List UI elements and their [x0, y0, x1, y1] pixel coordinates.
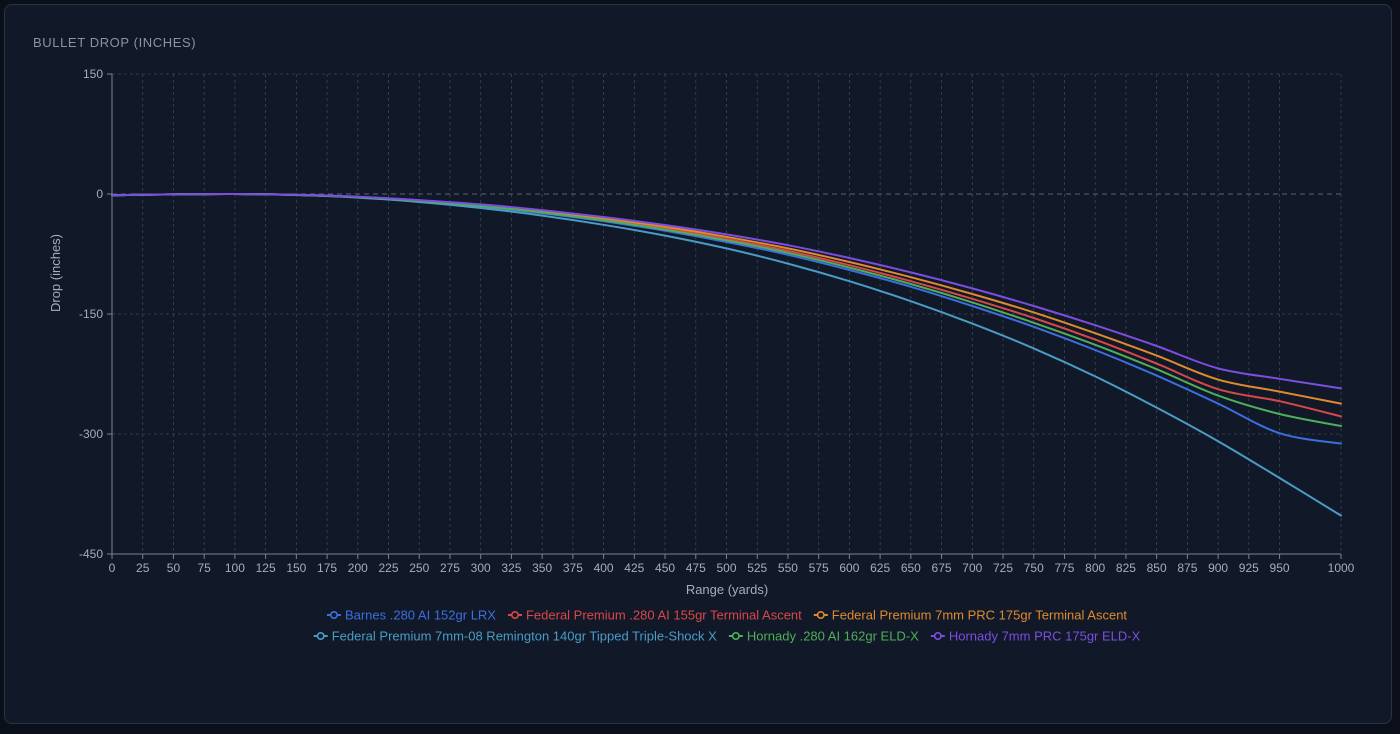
grid-layer	[112, 73, 1342, 555]
x-tick-label: 525	[747, 561, 767, 575]
y-tick-label: -450	[79, 547, 103, 561]
x-tick-label: 25	[136, 561, 150, 575]
x-tick-label: 750	[1024, 561, 1044, 575]
y-tick-label: 0	[96, 187, 103, 201]
x-tick-label: 450	[655, 561, 675, 575]
x-tick-label: 275	[440, 561, 460, 575]
y-tick-label: -300	[79, 427, 103, 441]
x-tick-label: 425	[624, 561, 644, 575]
legend-item[interactable]: Hornady .280 AI 162gr ELD-X	[728, 629, 919, 644]
legend-label: Hornady 7mm PRC 175gr ELD-X	[949, 629, 1141, 644]
legend: Barnes .280 AI 152gr LRX Federal Premium …	[313, 608, 1141, 644]
series-line	[111, 192, 1342, 418]
x-tick-label: 650	[901, 561, 921, 575]
y-tick-label: 150	[83, 67, 103, 81]
x-tick-label: 600	[839, 561, 859, 575]
x-tick-label: 300	[471, 561, 491, 575]
legend-item[interactable]: Federal Premium 7mm-08 Remington 140gr T…	[313, 629, 717, 644]
legend-marker	[510, 610, 519, 619]
x-tick-label: 1000	[1328, 561, 1355, 575]
legend-marker	[933, 631, 942, 640]
x-tick-label: 400	[594, 561, 614, 575]
x-tick-label: 825	[1116, 561, 1136, 575]
chart-card: BULLET DROP (INCHES)	[4, 4, 1392, 724]
legend-marker	[816, 610, 825, 619]
legend-label: Federal Premium 7mm-08 Remington 140gr T…	[332, 629, 717, 644]
legend-item[interactable]: Hornady 7mm PRC 175gr ELD-X	[930, 629, 1141, 644]
x-tick-label: 350	[532, 561, 552, 575]
x-tick-label: 150	[286, 561, 306, 575]
x-tick-label: 225	[379, 561, 399, 575]
x-tick-label: 725	[993, 561, 1013, 575]
legend-item[interactable]: Federal Premium .280 AI 155gr Terminal A…	[507, 608, 802, 623]
x-tick-label: 500	[716, 561, 736, 575]
x-tick-label: 850	[1147, 561, 1167, 575]
legend-marker	[329, 610, 338, 619]
chart-title: BULLET DROP (INCHES)	[33, 35, 197, 50]
x-tick-label: 200	[348, 561, 368, 575]
x-tick-label: 375	[563, 561, 583, 575]
x-tick-label: 250	[409, 561, 429, 575]
x-tick-label: 175	[317, 561, 337, 575]
x-tick-label: 925	[1239, 561, 1259, 575]
x-tick-label: 700	[962, 561, 982, 575]
y-tick-label: -150	[79, 307, 103, 321]
x-tick-label: 325	[501, 561, 521, 575]
x-tick-label: 775	[1054, 561, 1074, 575]
legend-marker	[731, 631, 740, 640]
x-tick-label: 675	[932, 561, 952, 575]
x-tick-label: 125	[256, 561, 276, 575]
legend-marker	[316, 631, 325, 640]
series-line	[111, 192, 1342, 390]
legend-item[interactable]: Barnes .280 AI 152gr LRX	[326, 608, 496, 623]
legend-label: Hornady .280 AI 162gr ELD-X	[747, 629, 919, 644]
x-tick-label: 475	[686, 561, 706, 575]
x-tick-label: 900	[1208, 561, 1228, 575]
x-tick-label: 0	[109, 561, 116, 575]
y-axis-title: Drop (inches)	[48, 234, 63, 312]
x-tick-label: 50	[167, 561, 181, 575]
x-tick-label: 875	[1177, 561, 1197, 575]
legend-label: Federal Premium .280 AI 155gr Terminal A…	[526, 608, 802, 623]
axes-layer: 0 25 50 75 100 125 150 175 200 225 250 275 300 325 350…	[79, 67, 1355, 575]
x-axis-title: Range (yards)	[686, 582, 768, 597]
series-layer	[111, 192, 1342, 517]
legend-item[interactable]: Federal Premium 7mm PRC 175gr Terminal A…	[813, 608, 1128, 623]
x-tick-label: 625	[870, 561, 890, 575]
x-tick-label: 950	[1270, 561, 1290, 575]
legend-label: Barnes .280 AI 152gr LRX	[345, 608, 496, 623]
x-tick-label: 575	[809, 561, 829, 575]
x-tick-label: 75	[197, 561, 211, 575]
legend-label: Federal Premium 7mm PRC 175gr Terminal A…	[832, 608, 1128, 623]
x-tick-label: 800	[1085, 561, 1105, 575]
x-tick-label: 100	[225, 561, 245, 575]
x-tick-label: 550	[778, 561, 798, 575]
